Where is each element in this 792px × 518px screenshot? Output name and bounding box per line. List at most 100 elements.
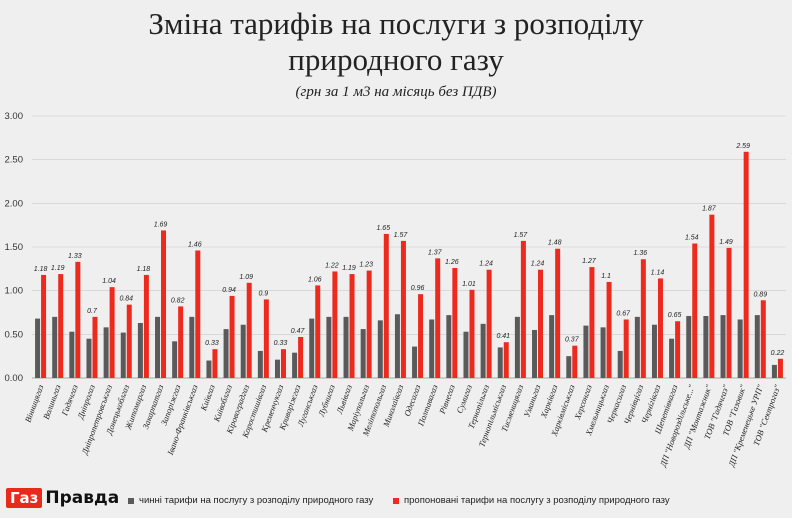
bar-proposed [469,289,475,378]
data-label: 0.33 [274,340,288,347]
data-label: 1.49 [719,239,733,246]
bar-proposed [298,336,304,378]
bar-proposed [709,214,715,378]
bar-current [137,322,143,378]
bar-current [686,315,692,378]
data-label: 1.22 [325,262,339,269]
y-tick-label: 1.50 [5,242,24,253]
bar-current [771,364,777,378]
data-label: 1.1 [601,273,611,280]
bar-proposed [657,278,663,378]
chart-title-line-1: Зміна тарифів на послуги з розподілу [148,6,644,41]
bar-proposed [520,240,526,378]
legend-label-current: чинні тарифи на послугу з розподілу прир… [139,495,374,506]
bar-current [86,338,92,378]
bar-proposed [675,321,681,378]
bar-current [720,315,726,378]
bar-proposed [332,271,338,378]
bar-current [35,318,41,378]
data-label: 1.19 [51,265,65,272]
y-tick-label: 1.00 [5,286,24,297]
bar-current [394,314,400,378]
bar-current [412,346,418,378]
data-label: 1.24 [531,261,545,268]
bar-proposed [538,269,544,378]
bar-proposed [75,261,81,378]
bar-proposed [246,282,252,378]
bar-proposed [486,269,492,378]
data-label: 1.33 [68,253,82,260]
data-label: 1.65 [376,225,390,232]
bar-proposed [589,267,595,378]
y-tick-label: 2.50 [5,155,24,166]
bar-proposed [263,299,269,378]
data-label: 1.06 [308,276,322,283]
bar-proposed [41,274,47,378]
data-label: 0.82 [171,297,185,304]
data-label: 1.18 [34,266,48,273]
bar-current [600,327,606,378]
y-tick-label: 3.00 [5,111,24,122]
data-label: 1.04 [102,278,116,285]
bar-proposed [555,248,561,378]
bar-current [360,329,366,378]
data-label: 1.54 [685,235,699,242]
bar-current [429,319,435,378]
data-label: 1.46 [188,241,202,248]
data-label: 0.37 [565,337,580,344]
bar-current [52,316,58,378]
data-label: 1.26 [445,259,459,266]
bar-proposed [572,345,578,378]
bar-current [669,338,675,378]
bar-proposed [126,304,132,378]
data-label: 0.84 [119,296,133,303]
bar-current [737,319,743,378]
bar-current [206,360,212,378]
data-label: 1.24 [479,261,493,268]
bar-proposed [640,259,646,378]
bar-proposed [349,274,355,378]
x-tick-label: Київгаз [198,383,217,413]
bar-proposed [503,342,509,378]
data-label: 0.96 [411,285,425,292]
data-label: 0.22 [771,350,785,357]
data-label: 0.67 [616,310,631,317]
bar-proposed [143,274,149,378]
bar-current [634,316,640,378]
bar-proposed [280,349,286,378]
legend-item-proposed: пропоновані тарифи на послугу з розподіл… [393,495,670,506]
legend-item-current: чинні тарифи на послугу з розподілу прир… [128,495,373,506]
data-label: 0.94 [222,287,236,294]
chart-title: Зміна тарифів на послуги з розподілу при… [0,6,792,78]
bar-current [155,316,161,378]
data-label: 1.36 [634,250,648,257]
bar-current [343,316,349,378]
data-label: 1.48 [548,240,562,247]
bar-current [326,316,332,378]
data-label: 0.7 [87,308,98,315]
bar-current [754,315,760,378]
bar-current [309,318,315,378]
legend-label-proposed: пропоновані тарифи на послугу з розподіл… [404,495,670,506]
data-label: 0.41 [496,333,510,340]
bar-proposed [58,274,64,378]
chart-title-line-2: природного газу [288,42,504,77]
data-label: 1.69 [154,221,168,228]
chart-subtitle: (грн за 1 м3 на місяць без ПДВ) [295,84,497,100]
bar-proposed [435,258,441,378]
bar-current [223,329,229,378]
bar-current [274,359,280,378]
bar-current [120,332,126,378]
bar-current [549,315,555,378]
data-label: 1.57 [514,232,529,239]
bar-proposed [418,294,424,378]
bar-current [497,347,503,378]
bar-current [446,315,452,378]
bar-current [651,324,657,378]
bar-proposed [760,300,766,378]
bar-current [189,316,195,378]
bar-proposed [161,230,167,378]
bar-proposed [366,270,372,378]
bar-proposed [400,240,406,378]
